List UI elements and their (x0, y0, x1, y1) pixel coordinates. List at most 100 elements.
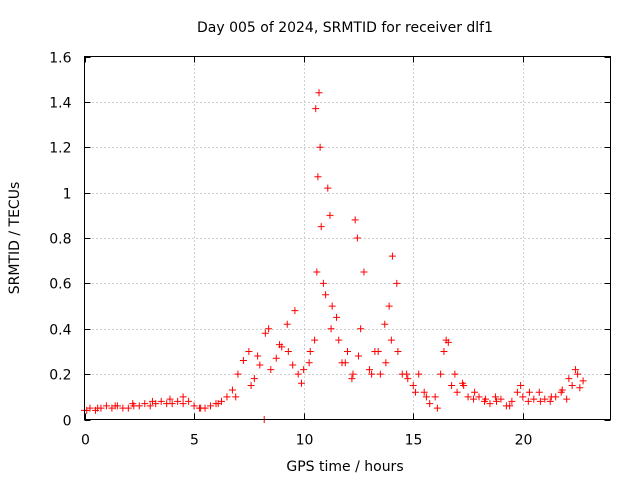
data-point (265, 325, 273, 333)
y-tick-label: 0 (63, 414, 72, 430)
data-point (535, 388, 543, 396)
data-point (148, 397, 156, 405)
data-point (568, 381, 576, 389)
data-point (157, 397, 165, 405)
data-point (374, 347, 382, 355)
data-point (493, 397, 501, 405)
plot-frame (84, 56, 611, 420)
data-point (313, 268, 321, 276)
data-point (317, 223, 325, 231)
data-point (579, 377, 587, 385)
data-point (393, 279, 401, 287)
data-point (247, 381, 255, 389)
data-point (513, 388, 521, 396)
chart-title: Day 005 of 2024, SRMTID for receiver dlf… (197, 20, 493, 36)
data-point (574, 370, 582, 378)
data-point (254, 352, 262, 360)
data-point (530, 395, 538, 403)
data-point (471, 388, 479, 396)
data-point (272, 354, 280, 362)
data-point (565, 375, 573, 383)
data-point (197, 404, 205, 412)
data-point (576, 384, 584, 392)
data-point (234, 370, 242, 378)
data-point (464, 393, 472, 401)
data-point (283, 320, 291, 328)
data-point (486, 400, 494, 408)
data-point (168, 400, 176, 408)
data-point (420, 388, 428, 396)
data-point (328, 302, 336, 310)
y-tick-label: 1.6 (49, 51, 71, 67)
data-point (348, 375, 356, 383)
data-point (491, 393, 499, 401)
data-point (460, 381, 468, 389)
data-point (394, 347, 402, 355)
data-point (571, 366, 579, 374)
data-points (81, 89, 587, 423)
x-tick-label: 10 (296, 433, 314, 449)
x-tick-label: 5 (190, 433, 199, 449)
data-point (300, 366, 308, 374)
y-tick-label: 0.2 (49, 368, 71, 384)
data-point (124, 404, 132, 412)
data-point (185, 397, 193, 405)
data-point (541, 395, 549, 403)
axis-ticks (84, 56, 611, 421)
data-point (341, 359, 349, 367)
data-point (453, 388, 461, 396)
y-tick-label: 0.4 (49, 323, 71, 339)
data-point (524, 397, 532, 405)
data-point (470, 395, 478, 403)
data-point (179, 400, 187, 408)
data-point (349, 370, 357, 378)
data-point (388, 252, 396, 260)
data-point (102, 402, 110, 410)
data-point (129, 400, 137, 408)
data-point (403, 370, 411, 378)
data-point (558, 386, 566, 394)
data-point (357, 325, 365, 333)
data-point (146, 402, 154, 410)
data-point (365, 366, 373, 374)
data-point (448, 381, 456, 389)
data-point (256, 361, 264, 369)
tick-labels: 0 0.2 0.4 0.6 0.8 1 1.2 1.4 1.6 0 5 10 15 20 (49, 51, 532, 449)
data-point (228, 386, 236, 394)
data-point (294, 370, 302, 378)
data-point (326, 211, 334, 219)
data-point (381, 320, 389, 328)
data-point (360, 268, 368, 276)
data-point (519, 393, 527, 401)
data-point (207, 402, 215, 410)
data-point (440, 347, 448, 355)
x-axis-label: GPS time / hours (286, 459, 403, 475)
y-tick-label: 1.2 (49, 141, 71, 157)
data-point (382, 359, 390, 367)
data-point (563, 395, 571, 403)
data-point (497, 395, 505, 403)
data-point (547, 393, 555, 401)
data-point (475, 393, 483, 401)
data-point (411, 388, 419, 396)
data-point (333, 313, 341, 321)
data-point (245, 347, 253, 355)
data-point (322, 291, 330, 299)
y-axis-label: SRMTID / TECUs (7, 182, 23, 295)
data-point (306, 347, 314, 355)
data-point (353, 234, 361, 242)
data-point (433, 404, 441, 412)
data-point (387, 336, 395, 344)
data-point (166, 395, 174, 403)
data-point (426, 400, 434, 408)
data-point (376, 370, 384, 378)
data-point (422, 393, 430, 401)
data-point (179, 393, 187, 401)
data-point (351, 216, 359, 224)
data-point (385, 302, 393, 310)
data-point (135, 402, 143, 410)
data-point (437, 370, 445, 378)
data-point (276, 341, 284, 349)
data-point (482, 395, 490, 403)
